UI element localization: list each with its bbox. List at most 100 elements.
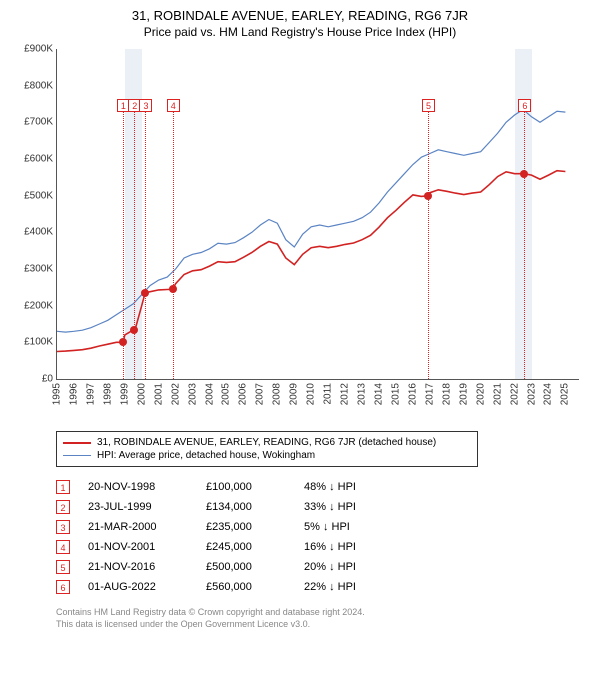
tx-date: 01-AUG-2022 <box>88 581 188 593</box>
y-tick-label: £900K <box>24 44 53 55</box>
y-tick-label: £600K <box>24 154 53 165</box>
x-tick-label: 2019 <box>458 383 469 405</box>
x-tick-label: 2003 <box>187 383 198 405</box>
legend-swatch <box>63 442 91 444</box>
x-tick-label: 2009 <box>289 383 300 405</box>
event-dot <box>520 170 528 178</box>
x-tick-label: 2002 <box>170 383 181 405</box>
x-tick-label: 2021 <box>492 383 503 405</box>
event-dot <box>119 338 127 346</box>
table-row: 601-AUG-2022£560,00022% ↓ HPI <box>56 577 588 597</box>
tx-delta: 48% ↓ HPI <box>304 481 414 493</box>
tx-price: £235,000 <box>206 521 286 533</box>
event-vline <box>134 109 135 379</box>
table-row: 2 23-JUL-1999 £134,000 33% ↓ HPI <box>56 497 588 517</box>
x-tick-label: 2022 <box>509 383 520 405</box>
x-tick-label: 1998 <box>102 383 113 405</box>
tx-price: £560,000 <box>206 581 286 593</box>
event-vline <box>145 109 146 379</box>
tx-price: £245,000 <box>206 541 286 553</box>
chart: £0£100K£200K£300K£400K£500K£600K£700K£80… <box>12 45 588 425</box>
x-tick-label: 1995 <box>52 383 63 405</box>
tx-index-box: 5 <box>56 560 70 574</box>
tx-price: £100,000 <box>206 481 286 493</box>
y-tick-label: £500K <box>24 190 53 201</box>
event-dot <box>424 192 432 200</box>
event-vline <box>524 109 525 379</box>
plot-area: £0£100K£200K£300K£400K£500K£600K£700K£80… <box>56 49 579 380</box>
x-tick-label: 2010 <box>306 383 317 405</box>
tx-delta: 5% ↓ HPI <box>304 521 414 533</box>
tx-date: 01-NOV-2001 <box>88 541 188 553</box>
event-vline <box>428 109 429 379</box>
credit-text: Contains HM Land Registry data © Crown c… <box>56 607 588 630</box>
credit-line-1: Contains HM Land Registry data © Crown c… <box>56 607 588 619</box>
x-tick-label: 2025 <box>560 383 571 405</box>
tx-date: 20-NOV-1998 <box>88 481 188 493</box>
page-subtitle: Price paid vs. HM Land Registry's House … <box>12 25 588 39</box>
x-tick-label: 2006 <box>238 383 249 405</box>
y-tick-label: £200K <box>24 300 53 311</box>
tx-delta: 20% ↓ HPI <box>304 561 414 573</box>
x-tick-label: 2007 <box>255 383 266 405</box>
tx-date: 23-JUL-1999 <box>88 501 188 513</box>
tx-index-box: 3 <box>56 520 70 534</box>
series-hpi <box>57 110 565 333</box>
series-property <box>57 171 565 352</box>
tx-date: 21-NOV-2016 <box>88 561 188 573</box>
transaction-table: 1 20-NOV-1998 £100,000 48% ↓ HPI 2 23-JUL-199… <box>56 477 588 597</box>
x-tick-label: 2024 <box>543 383 554 405</box>
x-tick-label: 2014 <box>374 383 385 405</box>
tx-price: £134,000 <box>206 501 286 513</box>
event-dot <box>141 289 149 297</box>
event-marker: 4 <box>167 99 180 112</box>
table-row: 1 20-NOV-1998 £100,000 48% ↓ HPI <box>56 477 588 497</box>
legend-row: HPI: Average price, detached house, Woki… <box>63 449 471 462</box>
x-tick-label: 2000 <box>136 383 147 405</box>
y-tick-label: £100K <box>24 337 53 348</box>
tx-index-box: 1 <box>56 480 70 494</box>
tx-date: 21-MAR-2000 <box>88 521 188 533</box>
event-dot <box>130 326 138 334</box>
x-tick-label: 2023 <box>526 383 537 405</box>
y-tick-label: £400K <box>24 227 53 238</box>
x-tick-label: 2004 <box>204 383 215 405</box>
credit-line-2: This data is licensed under the Open Gov… <box>56 619 588 631</box>
x-tick-label: 2011 <box>323 383 334 405</box>
legend-label: 31, ROBINDALE AVENUE, EARLEY, READING, R… <box>97 437 436 448</box>
tx-delta: 33% ↓ HPI <box>304 501 414 513</box>
event-vline <box>173 109 174 379</box>
y-tick-label: £300K <box>24 264 53 275</box>
x-tick-label: 2008 <box>272 383 283 405</box>
tx-index-box: 4 <box>56 540 70 554</box>
table-row: 5 21-NOV-2016 £500,000 20% ↓ HPI <box>56 557 588 577</box>
event-marker: 6 <box>518 99 531 112</box>
y-tick-label: £800K <box>24 80 53 91</box>
x-tick-label: 1996 <box>68 383 79 405</box>
event-marker: 3 <box>139 99 152 112</box>
tx-index-box: 6 <box>56 580 70 594</box>
tx-price: £500,000 <box>206 561 286 573</box>
tx-delta: 16% ↓ HPI <box>304 541 414 553</box>
x-tick-label: 1997 <box>85 383 96 405</box>
x-tick-label: 2005 <box>221 383 232 405</box>
event-dot <box>169 285 177 293</box>
x-tick-label: 2017 <box>424 383 435 405</box>
page-title: 31, ROBINDALE AVENUE, EARLEY, READING, R… <box>12 8 588 23</box>
legend-swatch <box>63 455 91 456</box>
x-tick-label: 2016 <box>407 383 418 405</box>
x-tick-label: 2015 <box>390 383 401 405</box>
x-tick-label: 2012 <box>340 383 351 405</box>
y-tick-label: £700K <box>24 117 53 128</box>
x-tick-label: 2020 <box>475 383 486 405</box>
x-tick-label: 2013 <box>357 383 368 405</box>
x-tick-label: 2001 <box>153 383 164 405</box>
legend-label: HPI: Average price, detached house, Woki… <box>97 450 315 461</box>
legend: 31, ROBINDALE AVENUE, EARLEY, READING, R… <box>56 431 478 467</box>
x-tick-label: 1999 <box>119 383 130 405</box>
event-marker: 5 <box>422 99 435 112</box>
tx-index-box: 2 <box>56 500 70 514</box>
table-row: 4 01-NOV-2001 £245,000 16% ↓ HPI <box>56 537 588 557</box>
legend-row: 31, ROBINDALE AVENUE, EARLEY, READING, R… <box>63 436 471 449</box>
x-tick-label: 2018 <box>441 383 452 405</box>
